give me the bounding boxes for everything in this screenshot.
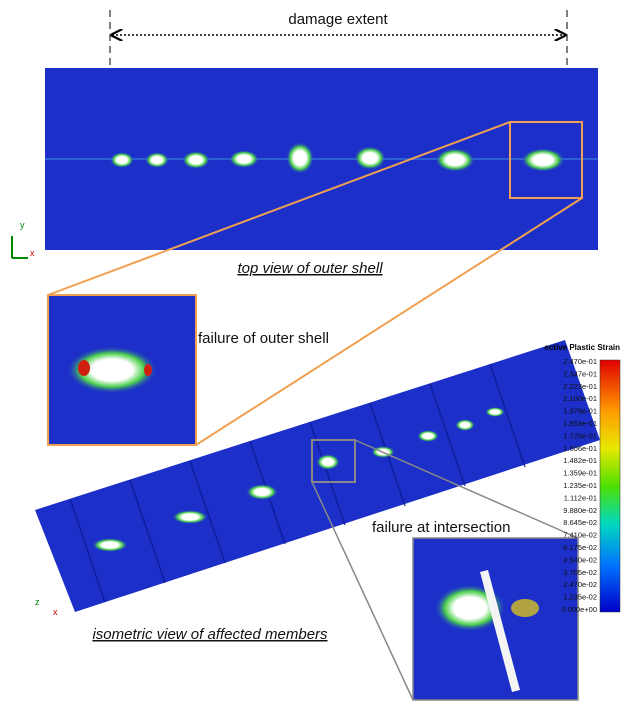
color-bar — [600, 360, 620, 612]
legend-tick: 1.359e-01 — [563, 469, 597, 478]
legend-tick: 8.645e-02 — [563, 518, 597, 527]
legend-tick: 0.000e+00 — [561, 605, 597, 614]
legend-tick: 7.410e-02 — [563, 531, 597, 540]
legend-tick: 3.705e-02 — [563, 568, 597, 577]
legend-title: ective Plastic Strain — [544, 343, 620, 352]
figure: damage extent y x top view of outer shel… — [0, 0, 623, 702]
legend-tick: 1.606e-01 — [563, 444, 597, 453]
legend-tick: 4.940e-02 — [563, 555, 597, 564]
legend-tick: 2.223e-01 — [563, 382, 597, 391]
legend-tick: 1.729e-01 — [563, 431, 597, 440]
axis-label: y — [20, 220, 25, 230]
label: failure of outer shell — [198, 330, 329, 347]
legend-tick: 1.482e-01 — [563, 456, 597, 465]
legend-tick: 1.976e-01 — [563, 407, 597, 416]
legend-tick: 1.853e-01 — [563, 419, 597, 428]
legend-tick: 2.347e-01 — [563, 369, 597, 378]
label: failure at intersection — [372, 519, 510, 536]
legend-tick: 1.112e-01 — [564, 493, 597, 502]
caption: isometric view of affected members — [92, 626, 328, 643]
axis-label: x — [53, 607, 58, 617]
legend-tick: 1.235e-02 — [563, 593, 597, 602]
label: damage extent — [288, 11, 388, 28]
legend-tick: 1.235e-01 — [563, 481, 597, 490]
legend-tick: 2.470e-02 — [563, 580, 597, 589]
axis-label: z — [35, 597, 40, 607]
axis-label: x — [30, 248, 35, 258]
legend-tick: 2.100e-01 — [563, 394, 597, 403]
legend-tick: 6.175e-02 — [563, 543, 597, 552]
caption: top view of outer shell — [237, 260, 383, 277]
legend-tick: 9.880e-02 — [563, 506, 597, 515]
legend-tick: 2.470e-01 — [563, 357, 597, 366]
